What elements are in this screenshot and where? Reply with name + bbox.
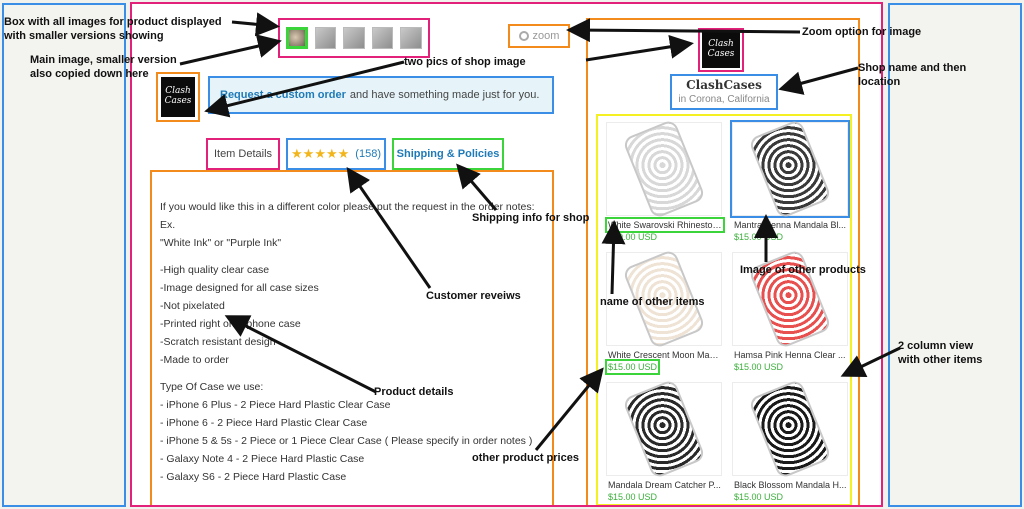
details-line: -Made to order bbox=[160, 354, 229, 366]
product-image[interactable] bbox=[732, 378, 848, 480]
rating-stars-icon: ★★★★★ bbox=[291, 146, 350, 161]
annotation-zoom: Zoom option for image bbox=[802, 26, 922, 38]
annotation-shop-name: Shop name and then location bbox=[858, 62, 967, 88]
details-line: Ex. bbox=[160, 219, 176, 231]
product-price: $15.00 USD bbox=[734, 492, 784, 502]
shop-name-block: ClashCases in Corona, California bbox=[670, 74, 778, 110]
annotation-other-names: name of other items bbox=[600, 296, 705, 308]
shop-logo[interactable]: Clash Cases bbox=[698, 28, 744, 72]
zoom-label: zoom bbox=[532, 30, 560, 42]
product-card[interactable]: White Swarovski Rhinestone... $20.00 USD bbox=[604, 118, 725, 246]
product-card[interactable]: Hamsa Pink Henna Clear ... $15.00 USD bbox=[730, 248, 850, 376]
annotation-main-image: Main image, smaller version also copied … bbox=[30, 54, 177, 80]
annotation-product-details: Product details bbox=[374, 386, 454, 398]
custom-order-text: and have something made just for you. bbox=[349, 89, 540, 101]
details-line: -Scratch resistant design bbox=[160, 336, 276, 348]
other-products-grid: White Swarovski Rhinestone... $20.00 USD M… bbox=[596, 114, 852, 505]
thumbnail-3[interactable] bbox=[343, 27, 365, 49]
tab-shipping-label: Shipping & Policies bbox=[396, 148, 500, 160]
tab-reviews[interactable]: ★★★★★ (158) bbox=[286, 138, 386, 170]
thumbnail-5[interactable] bbox=[400, 27, 422, 49]
annotation-thumbs: Box with all images for product displaye… bbox=[4, 16, 222, 42]
details-line: - Galaxy S6 - 2 Piece Hard Plastic Case bbox=[160, 471, 347, 483]
product-card[interactable]: Black Blossom Mandala H... $15.00 USD bbox=[730, 378, 850, 505]
product-card[interactable]: White Crescent Moon Man... $15.00 USD bbox=[604, 248, 724, 376]
details-line: - iPhone 6 Plus - 2 Piece Hard Plastic C… bbox=[160, 399, 391, 411]
tab-item-details[interactable]: Item Details bbox=[206, 138, 280, 170]
tab-shipping-policies[interactable]: Shipping & Policies bbox=[392, 138, 504, 170]
product-image[interactable] bbox=[606, 248, 722, 350]
product-card[interactable]: Mandala Dream Catcher P... $15.00 USD bbox=[604, 378, 724, 505]
image-thumbnail-strip bbox=[278, 18, 430, 58]
annotation-shop-pics: two pics of shop image bbox=[404, 56, 526, 68]
annotation-reviews: Customer reveiws bbox=[426, 290, 521, 302]
annotation-shipping: Shipping info for shop bbox=[472, 212, 590, 224]
product-image[interactable] bbox=[732, 248, 848, 350]
magnifier-icon bbox=[518, 31, 529, 41]
product-image[interactable] bbox=[606, 378, 722, 480]
review-count: (158) bbox=[355, 148, 381, 160]
thumbnail-1[interactable] bbox=[286, 27, 308, 49]
details-line: -Image designed for all case sizes bbox=[160, 282, 319, 294]
details-line: Type Of Case we use: bbox=[160, 381, 264, 393]
shop-sidebar bbox=[586, 18, 860, 505]
product-price: $15.00 USD bbox=[608, 492, 658, 502]
details-line: If you would like this in a different co… bbox=[160, 201, 535, 213]
details-line: "White Ink" or "Purple Ink" bbox=[160, 237, 282, 249]
listing-page: zoom Clash Cases Request a custom order … bbox=[130, 2, 883, 507]
details-line: - iPhone 6 - 2 Piece Hard Plastic Clear … bbox=[160, 417, 368, 429]
left-margin-panel bbox=[2, 3, 126, 507]
details-line: -Not pixelated bbox=[160, 300, 225, 312]
annotation-two-column: 2 column view with other items bbox=[898, 340, 983, 366]
logo-text: Clash Cases bbox=[161, 77, 195, 117]
shop-logo-small[interactable]: Clash Cases bbox=[156, 72, 200, 122]
annotation-other-images: Image of other products bbox=[740, 264, 866, 276]
shop-logo-text: Clash Cases bbox=[702, 32, 740, 68]
annotation-other-prices: other product prices bbox=[472, 452, 579, 464]
thumbnail-4[interactable] bbox=[371, 27, 394, 49]
right-margin-panel bbox=[888, 3, 1022, 507]
product-price: $20.00 USD bbox=[608, 232, 658, 242]
product-price: $15.00 USD bbox=[604, 359, 661, 375]
tab-item-details-label: Item Details bbox=[213, 148, 273, 160]
shop-location: in Corona, California bbox=[678, 94, 770, 105]
shop-name[interactable]: ClashCases bbox=[686, 78, 762, 92]
product-price: $15.00 USD bbox=[734, 362, 784, 372]
details-line: - Galaxy Note 4 - 2 Piece Hard Plastic C… bbox=[160, 453, 365, 465]
product-image[interactable] bbox=[606, 118, 722, 220]
thumbnail-2[interactable] bbox=[314, 27, 337, 49]
details-line: - iPhone 5 & 5s - 2 Piece or 1 Piece Cle… bbox=[160, 435, 533, 447]
product-image[interactable] bbox=[730, 118, 850, 220]
custom-order-link[interactable]: Request a custom order bbox=[220, 89, 346, 101]
details-line: -High quality clear case bbox=[160, 264, 270, 276]
